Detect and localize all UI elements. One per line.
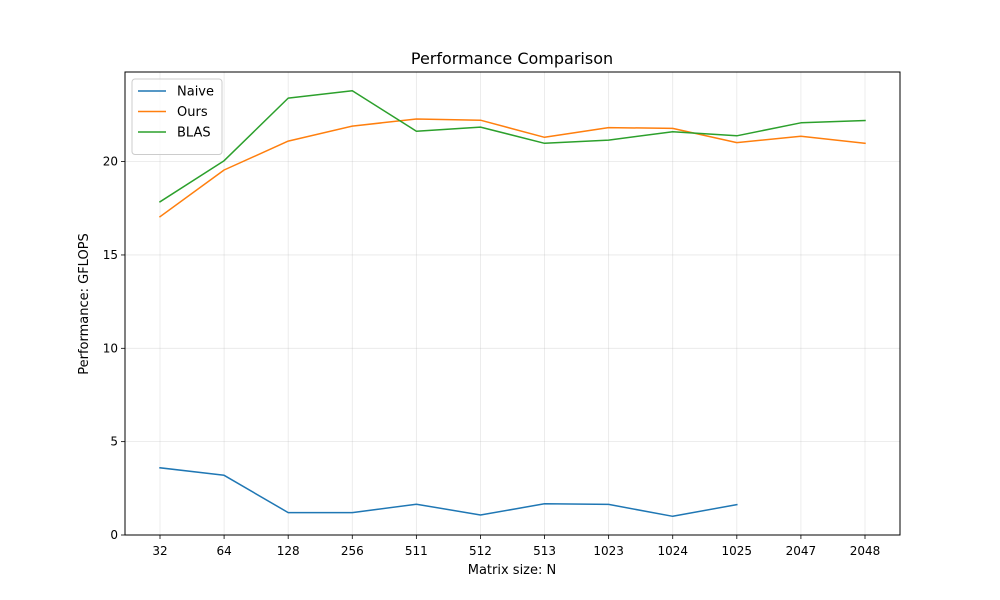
series-line-blas — [158, 89, 866, 203]
y-tick-label: 5 — [110, 435, 118, 449]
grid-layer — [125, 72, 900, 536]
legend-label-naive: Naive — [177, 85, 214, 100]
x-tick-label: 513 — [533, 544, 556, 558]
x-tick-label: 512 — [469, 544, 492, 558]
y-tick-label: 20 — [103, 155, 118, 169]
x-tick-label: 2048 — [850, 544, 881, 558]
x-axis-ticks: 32 64 128 256 511 512 513 1023 1024 1025 2047 2048 — [152, 535, 880, 558]
series-line-naive — [159, 466, 738, 518]
y-tick-label: 15 — [103, 248, 118, 262]
x-tick-label: 256 — [341, 544, 364, 558]
legend-label-blas: BLAS — [177, 126, 211, 141]
legend-label-ours: Ours — [177, 105, 208, 120]
plot-frame — [124, 71, 901, 536]
x-tick-label: 128 — [277, 544, 300, 558]
series-line-ours — [158, 118, 866, 218]
y-axis-ticks: 0 5 10 15 20 — [103, 155, 125, 542]
x-tick-label: 32 — [152, 544, 167, 558]
y-tick-label: 10 — [103, 341, 118, 355]
x-tick-label: 1023 — [593, 544, 624, 558]
x-tick-label: 511 — [405, 544, 428, 558]
legend: Naive Ours BLAS — [131, 78, 223, 155]
x-axis-label: Matrix size: N — [468, 563, 557, 578]
x-tick-label: 1025 — [722, 544, 753, 558]
chart-title: Performance Comparison — [411, 49, 613, 68]
y-axis-label: Performance: GFLOPS — [77, 233, 92, 375]
x-tick-label: 1024 — [657, 544, 688, 558]
y-tick-label: 0 — [110, 528, 118, 542]
series-layer — [158, 89, 866, 518]
legend-box — [131, 78, 223, 155]
x-tick-label: 64 — [216, 544, 231, 558]
x-tick-label: 2047 — [786, 544, 817, 558]
